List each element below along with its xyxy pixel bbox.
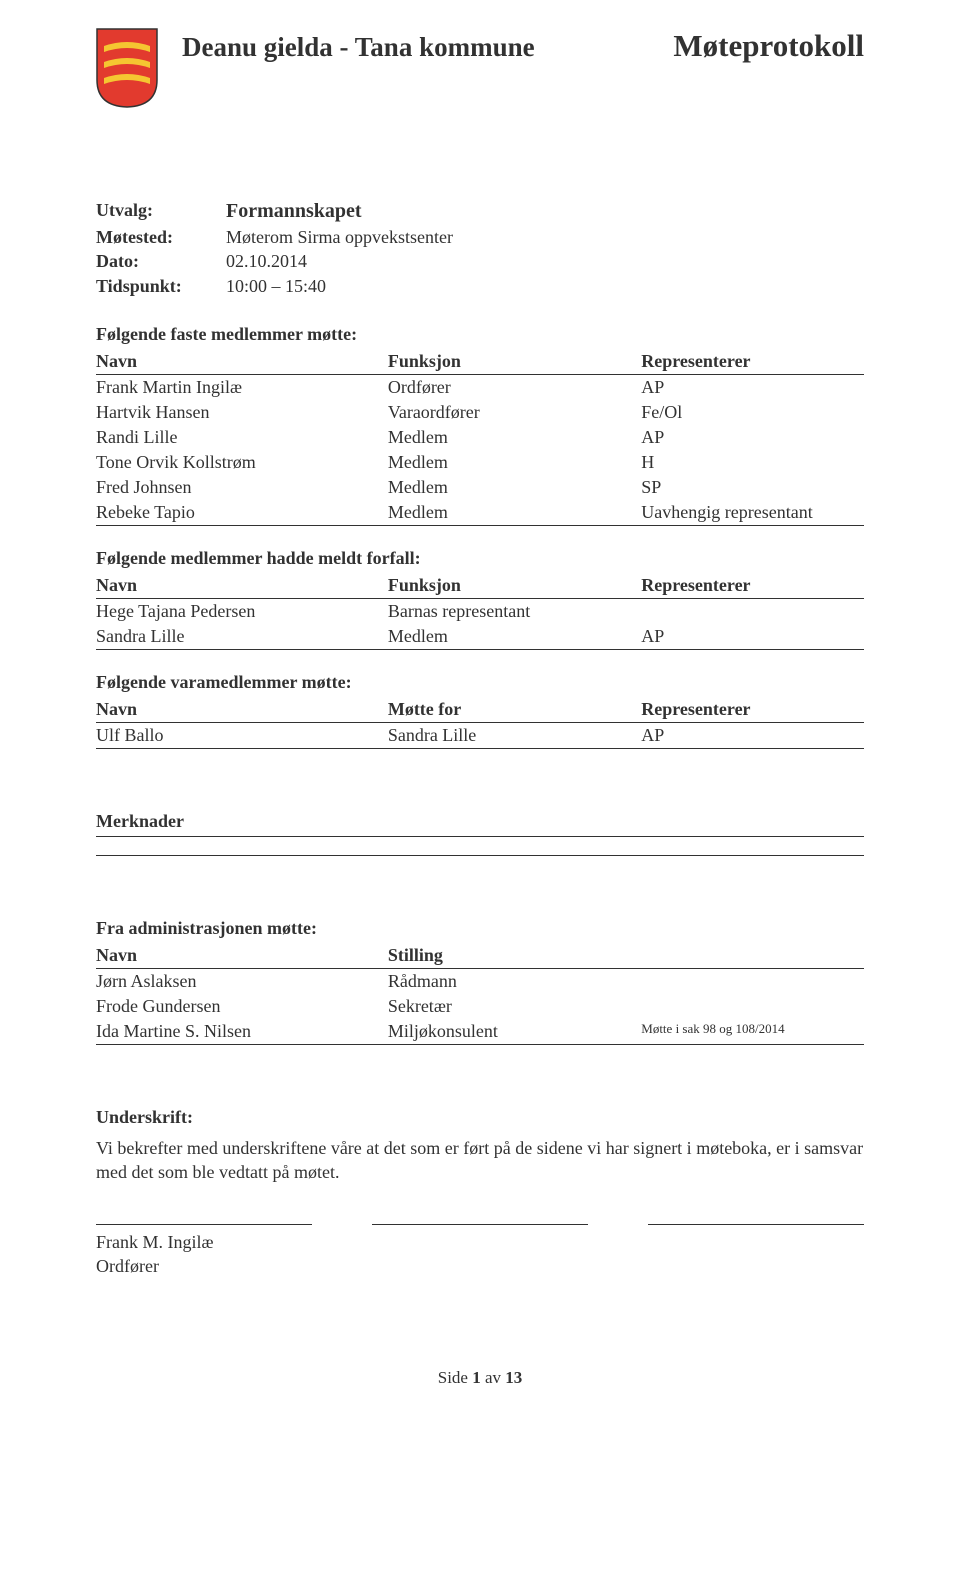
signature-lines bbox=[96, 1224, 864, 1225]
section-title-fixed-members: Følgende faste medlemmer møtte: bbox=[96, 324, 864, 345]
page-total: 13 bbox=[505, 1368, 522, 1387]
page-current: 1 bbox=[472, 1368, 481, 1387]
table-header: Navn bbox=[96, 943, 388, 969]
organization-name: Deanu gielda - Tana kommune bbox=[182, 32, 535, 63]
section-title-forfall: Følgende medlemmer hadde meldt forfall: bbox=[96, 548, 864, 569]
signature-line bbox=[648, 1224, 864, 1225]
table-header: Navn bbox=[96, 697, 388, 723]
page-footer: Side 1 av 13 bbox=[96, 1368, 864, 1388]
table-row: Ida Martine S. NilsenMiljøkonsulentMøtte… bbox=[96, 1019, 864, 1045]
underskrift-text: Vi bekrefter med underskriftene våre at … bbox=[96, 1136, 864, 1185]
table-row: Hege Tajana PedersenBarnas representant bbox=[96, 598, 864, 624]
table-header: Funksjon bbox=[388, 573, 641, 599]
label-utvalg: Utvalg: bbox=[96, 198, 226, 225]
table-row: Frank Martin IngilæOrdførerAP bbox=[96, 374, 864, 400]
table-row: Ulf BalloSandra LilleAP bbox=[96, 722, 864, 748]
table-header: Navn bbox=[96, 573, 388, 599]
signature-line bbox=[96, 1224, 312, 1225]
table-row: Rebeke TapioMedlemUavhengig representant bbox=[96, 500, 864, 526]
section-title-admin: Fra administrasjonen møtte: bbox=[96, 918, 864, 939]
table-header: Funksjon bbox=[388, 349, 641, 375]
value-tidspunkt: 10:00 – 15:40 bbox=[226, 274, 326, 298]
document-type-title: Møteprotokoll bbox=[673, 28, 864, 64]
table-row: Randi LilleMedlemAP bbox=[96, 425, 864, 450]
label-tidspunkt: Tidspunkt: bbox=[96, 274, 226, 298]
signer-name: Frank M. Ingilæ bbox=[96, 1231, 864, 1254]
table-header: Stilling bbox=[388, 943, 641, 969]
page-label-prefix: Side bbox=[438, 1368, 472, 1387]
table-row: Fred JohnsenMedlemSP bbox=[96, 475, 864, 500]
table-fixed-members: Navn Funksjon Representerer Frank Martin… bbox=[96, 349, 864, 526]
table-header: Møtte for bbox=[388, 697, 641, 723]
table-header: Navn bbox=[96, 349, 388, 375]
table-row: Hartvik HansenVaraordførerFe/Ol bbox=[96, 400, 864, 425]
table-header: Representerer bbox=[641, 573, 864, 599]
page: Deanu gielda - Tana kommune Møteprotokol… bbox=[0, 0, 960, 1428]
signature-line bbox=[372, 1224, 588, 1225]
table-row: Sandra LilleMedlemAP bbox=[96, 624, 864, 650]
label-dato: Dato: bbox=[96, 249, 226, 273]
section-title-merknader: Merknader bbox=[96, 811, 864, 832]
municipality-crest-icon bbox=[96, 28, 158, 108]
value-dato: 02.10.2014 bbox=[226, 249, 307, 273]
document-header: Deanu gielda - Tana kommune Møteprotokol… bbox=[96, 28, 864, 108]
page-sep: av bbox=[481, 1368, 506, 1387]
table-row: Tone Orvik KollstrømMedlemH bbox=[96, 450, 864, 475]
table-header: Representerer bbox=[641, 349, 864, 375]
value-motested: Møterom Sirma oppvekstsenter bbox=[226, 225, 453, 249]
table-row: Jørn AslaksenRådmann bbox=[96, 968, 864, 994]
section-title-underskrift: Underskrift: bbox=[96, 1107, 864, 1128]
table-varamedlemmer: Navn Møtte for Representerer Ulf BalloSa… bbox=[96, 697, 864, 749]
header-titles: Deanu gielda - Tana kommune Møteprotokol… bbox=[182, 28, 864, 64]
label-motested: Møtested: bbox=[96, 225, 226, 249]
table-header bbox=[641, 943, 864, 969]
table-admin: Navn Stilling Jørn AslaksenRådmann Frode… bbox=[96, 943, 864, 1045]
table-header: Representerer bbox=[641, 697, 864, 723]
table-forfall: Navn Funksjon Representerer Hege Tajana … bbox=[96, 573, 864, 650]
table-row: Frode GundersenSekretær bbox=[96, 994, 864, 1019]
meeting-meta: Utvalg: Formannskapet Møtested: Møterom … bbox=[96, 198, 864, 298]
signer-role: Ordfører bbox=[96, 1255, 864, 1278]
section-title-varamedlemmer: Følgende varamedlemmer møtte: bbox=[96, 672, 864, 693]
admin-note: Møtte i sak 98 og 108/2014 bbox=[641, 1019, 864, 1045]
value-utvalg: Formannskapet bbox=[226, 198, 362, 225]
